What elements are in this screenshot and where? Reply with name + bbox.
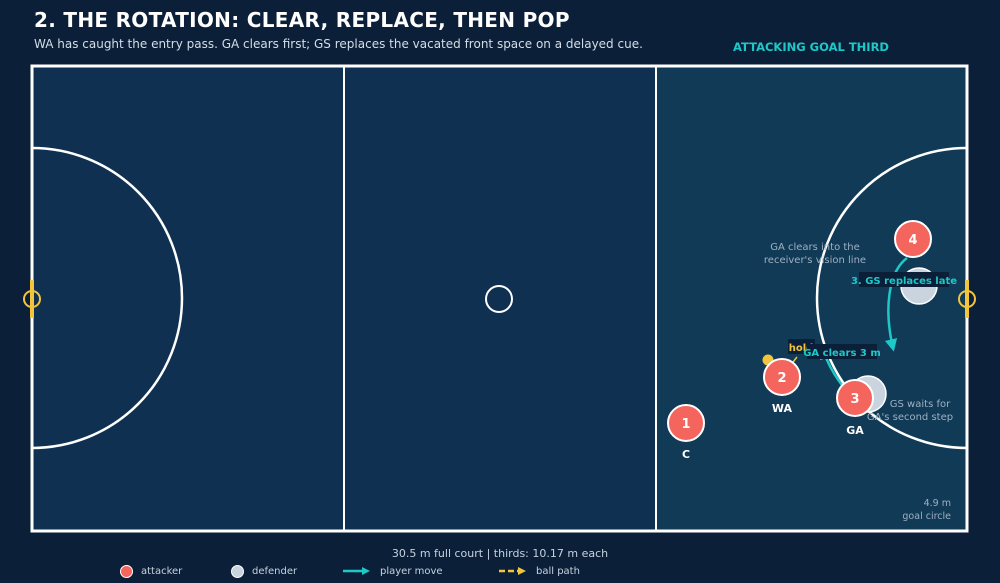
attacker-swatch-icon [120,564,133,578]
gs-replaces-tag: 3. GS replaces late [851,272,957,287]
player-move-arrow-icon [343,567,370,575]
right-goal-circle [815,146,968,450]
legend-defender: defender [231,564,297,578]
ball-path-arrow-icon [499,567,526,575]
attacker-c-label: C [682,448,690,461]
diagram-title: 2. THE ROTATION: CLEAR, REPLACE, THEN PO… [34,8,570,32]
centre-third [344,66,656,531]
ga-note-line1: GA clears into the [770,242,860,253]
circle-note-label: goal circle [902,511,951,522]
attacker-wa-number: 2 [777,371,786,386]
attacker-c-number: 1 [681,417,690,432]
defensive-third [32,66,344,531]
attacker-gs-number: 4 [908,233,917,248]
legend-attacker: attacker [120,564,182,578]
attacker-ga-label: GA [846,424,864,437]
attacker-ga: 3 GA [836,379,874,437]
gs-note-line1: GS waits for [890,399,951,410]
legend-ball-path: ball path [498,564,580,578]
legend-ball-path-label: ball path [536,565,580,577]
attacker-c: 1 C [667,404,705,461]
court-dimensions-note: 30.5 m full court | thirds: 10.17 m each [391,547,609,560]
diagram-subtitle: WA has caught the entry pass. GA clears … [34,37,643,51]
legend-defender-label: defender [252,565,298,577]
centre-circle [485,285,513,313]
attacker-ga-number: 3 [850,392,859,407]
gs-replace-path [884,256,908,352]
attacker-wa-label: WA [772,402,793,415]
ga-clears-tag: GA clears 3 m [803,344,881,359]
attacker-gs: 4 [894,220,932,258]
svg-text:hold: hold [789,343,814,354]
svg-text:GA clears 3 m: GA clears 3 m [803,348,881,359]
attacking-third-label: ATTACKING GOAL THIRD [733,40,889,54]
right-goal-post [958,280,976,318]
svg-text:3. GS replaces late: 3. GS replaces late [851,276,957,287]
defender-swatch-icon [231,564,244,578]
legend-attacker-label: attacker [141,565,183,577]
attacker-wa: 2 WA [763,358,801,415]
legend-player-move: player move [342,564,443,578]
circle-note-value: 4.9 m [924,498,951,509]
gs-note-line2: GA's second step [867,412,953,423]
left-goal-post [23,280,41,318]
legend-player-move-label: player move [380,565,443,577]
left-goal-circle [31,146,184,450]
ga-note-line2: receiver's vision line [764,255,866,266]
